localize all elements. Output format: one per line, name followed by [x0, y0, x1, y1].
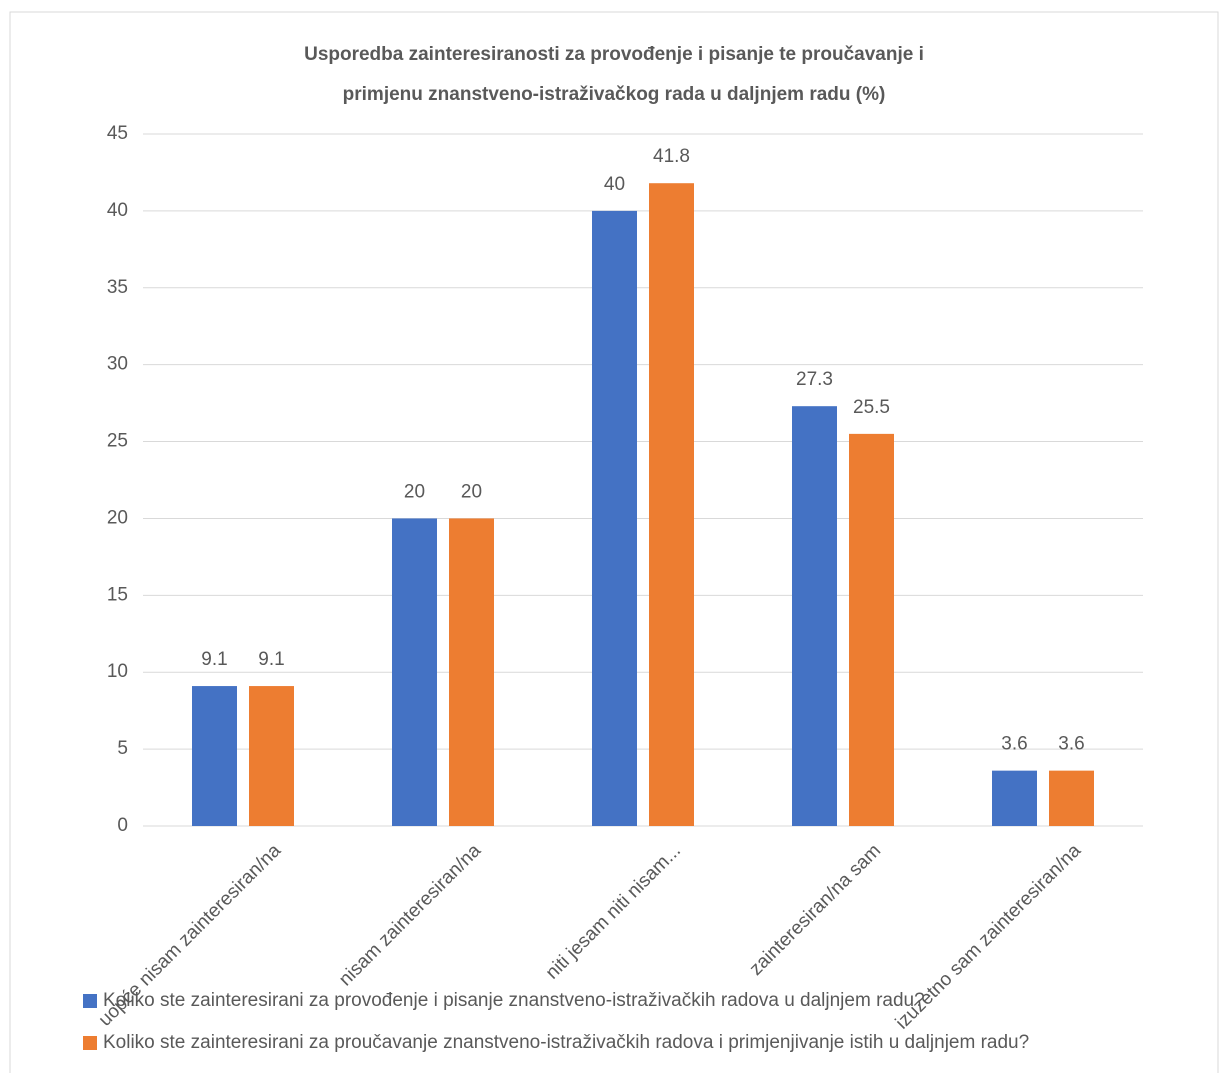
data-label: 20 — [404, 481, 425, 502]
y-tick-label: 10 — [107, 661, 128, 682]
bar — [992, 770, 1037, 826]
bar — [1049, 770, 1094, 826]
bar — [449, 518, 494, 826]
bar — [392, 518, 437, 826]
bar — [849, 433, 894, 826]
chart-title: Usporedba zainteresiranosti za provođenj… — [304, 44, 924, 65]
chart-title: primjenu znanstveno-istraživačkog rada u… — [343, 84, 886, 105]
legend-label: Koliko ste zainteresirani za provođenje … — [103, 990, 925, 1011]
y-tick-label: 20 — [107, 507, 128, 528]
legend-swatch — [83, 994, 97, 1008]
y-tick-label: 40 — [107, 200, 128, 221]
data-label: 9.1 — [258, 649, 284, 670]
y-tick-label: 45 — [107, 123, 128, 144]
data-label: 20 — [461, 481, 482, 502]
data-label: 40 — [604, 174, 625, 195]
data-label: 9.1 — [201, 649, 227, 670]
y-tick-label: 30 — [107, 354, 128, 375]
data-label: 3.6 — [1001, 734, 1027, 755]
y-tick-label: 25 — [107, 431, 128, 452]
bar — [792, 406, 837, 826]
y-tick-label: 15 — [107, 584, 128, 605]
y-tick-label: 35 — [107, 277, 128, 298]
bar — [249, 686, 294, 826]
data-label: 27.3 — [796, 369, 833, 390]
bar — [649, 183, 694, 827]
data-label: 25.5 — [853, 397, 890, 418]
legend-label: Koliko ste zainteresirani za proučavanje… — [103, 1032, 1029, 1053]
legend-swatch — [83, 1036, 97, 1050]
bar — [592, 210, 637, 826]
y-tick-label: 5 — [117, 738, 128, 759]
y-tick-label: 0 — [117, 815, 128, 836]
data-label: 3.6 — [1058, 734, 1084, 755]
data-label: 41.8 — [653, 146, 690, 167]
bar — [192, 686, 237, 826]
